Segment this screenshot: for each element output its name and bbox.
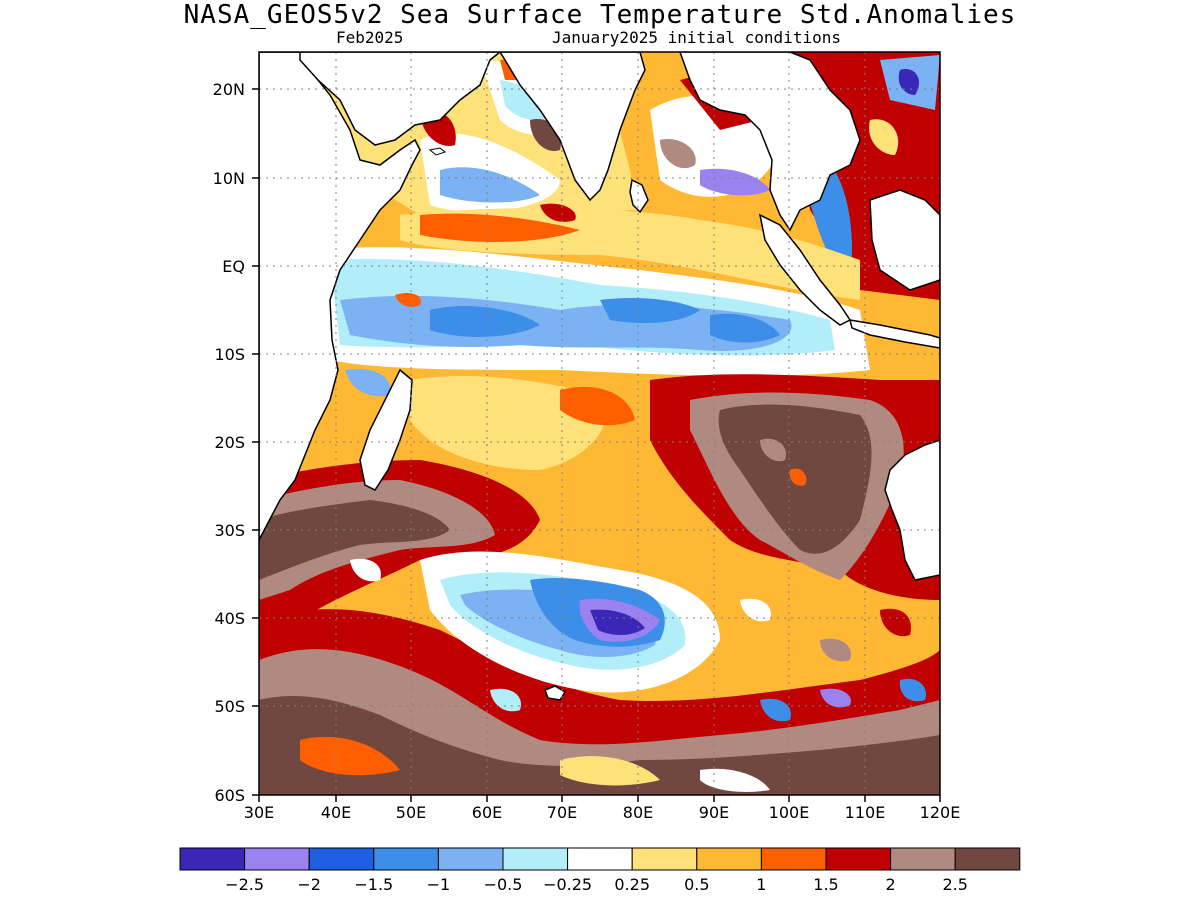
australia-land	[884, 439, 940, 581]
colorbar-label: −0.5	[484, 875, 523, 894]
colorbar-label: 0.5	[684, 875, 709, 894]
colorbar-swatch-7	[631, 847, 698, 871]
colorbar-swatch-6	[567, 847, 633, 871]
lon-label-50e: 50E	[396, 803, 426, 822]
lat-label-20s: 20S	[214, 433, 245, 452]
lon-label-90e: 90E	[699, 803, 729, 822]
lat-label-60s: 60S	[214, 786, 245, 805]
colorbar-swatch-12	[954, 847, 1021, 871]
lat-label-10n: 10N	[213, 169, 245, 188]
colorbar-swatch-0	[179, 847, 246, 871]
colorbar-swatch-3	[373, 847, 439, 871]
chart-title: NASA_GEOS5v2 Sea Surface Temperature Std…	[183, 0, 1017, 30]
africa-land	[259, 52, 421, 541]
lat-label-30s: 30S	[214, 521, 245, 540]
plot-frame	[258, 51, 941, 796]
colorbar-swatch-8	[696, 847, 762, 871]
sri-lanka-land	[629, 178, 649, 214]
colorbar-swatch-4	[437, 847, 504, 871]
lat-label-40s: 40S	[214, 609, 245, 628]
lon-label-40e: 40E	[321, 803, 351, 822]
colorbar-label: −2	[297, 875, 321, 894]
colorbar-label: 2.5	[942, 875, 967, 894]
colorbar-swatch-9	[760, 847, 827, 871]
colorbar-swatch-5	[502, 847, 569, 871]
lat-label-50s: 50S	[214, 697, 245, 716]
sumatra-land	[758, 213, 852, 326]
colorbar-label: 0.25	[614, 875, 650, 894]
colorbar: −2.5 −2 −1.5 −1 −0.5 −0.25 0.25 0.5 1 1.…	[179, 847, 1021, 894]
colorbar-swatch-2	[308, 847, 375, 871]
lat-label-20n: 20N	[213, 80, 245, 99]
madagascar-land	[359, 368, 413, 491]
arabia-land	[259, 52, 502, 146]
initial-conditions: January2025 initial conditions	[552, 28, 841, 47]
colorbar-label: −0.25	[543, 875, 592, 894]
india-land	[499, 52, 646, 202]
colorbar-label: −1	[427, 875, 451, 894]
lat-label-10s: 10S	[214, 345, 245, 364]
colorbar-label: 2	[886, 875, 896, 894]
lon-label-80e: 80E	[623, 803, 653, 822]
colorbar-swatch-10	[825, 847, 892, 871]
borneo-land	[869, 189, 940, 291]
colorbar-label: 1.5	[813, 875, 838, 894]
anomaly-field	[259, 52, 940, 795]
forecast-month: Feb2025	[336, 28, 404, 47]
java-land	[848, 319, 940, 349]
lon-label-70e: 70E	[547, 803, 577, 822]
lon-label-100e: 100E	[769, 803, 810, 822]
colorbar-swatch-11	[890, 847, 956, 871]
colorbar-label: 1	[756, 875, 766, 894]
southeast-asia-land	[679, 52, 861, 232]
lat-label-eq: EQ	[222, 257, 245, 276]
lon-label-60e: 60E	[472, 803, 502, 822]
lon-label-110e: 110E	[845, 803, 886, 822]
colorbar-swatch-1	[244, 847, 310, 871]
lon-label-30e: 30E	[244, 803, 274, 822]
socotra-land	[428, 147, 447, 156]
lon-label-120e: 120E	[920, 803, 961, 822]
colorbar-label: −1.5	[354, 875, 393, 894]
colorbar-label: −2.5	[225, 875, 264, 894]
